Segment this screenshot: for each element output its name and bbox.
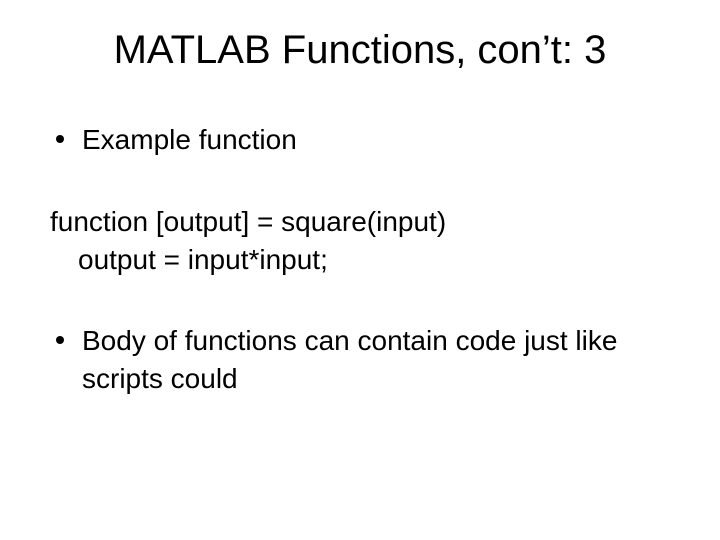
code-line-2: output = input*input; — [78, 241, 670, 279]
slide-container: MATLAB Functions, con’t: 3 Example funct… — [0, 0, 720, 540]
bullet-dot-icon — [56, 336, 64, 344]
bullet-text-1: Example function — [82, 121, 670, 159]
bullet-dot-icon — [56, 135, 64, 143]
slide-title: MATLAB Functions, con’t: 3 — [50, 28, 670, 73]
code-block: function [output] = square(input) output… — [50, 203, 670, 279]
slide-body: Example function function [output] = squ… — [50, 121, 670, 398]
code-line-1: function [output] = square(input) — [50, 203, 670, 241]
bullet-item-2: Body of functions can contain code just … — [50, 322, 670, 398]
bullet-text-2: Body of functions can contain code just … — [82, 322, 670, 398]
bullet-item-1: Example function — [50, 121, 670, 159]
